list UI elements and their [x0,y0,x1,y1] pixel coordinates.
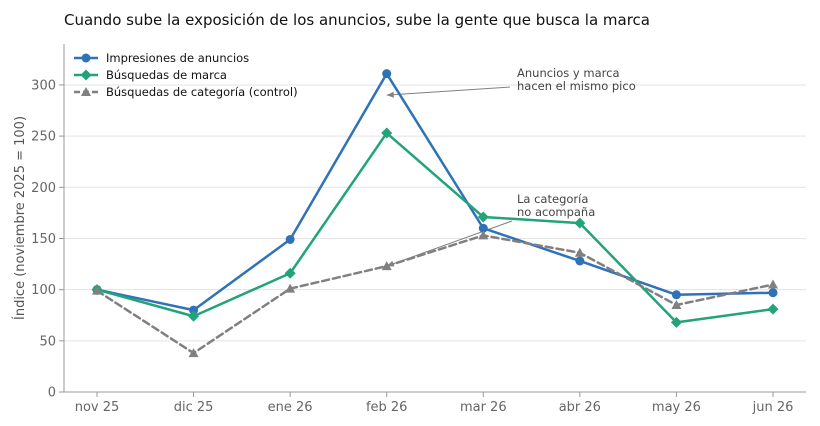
x-tick-label-nov-25: nov 25 [75,400,120,415]
point-busquedas-de-marca-abr-26 [574,217,586,229]
point-busquedas-de-categoria-control-jun-26 [768,279,778,289]
point-busquedas-de-marca-mar-26 [477,211,489,223]
point-busquedas-de-marca-may-26 [670,316,682,328]
y-tick-label-150: 150 [31,232,56,247]
legend-marker-busquedas-de-marca [80,69,92,81]
annotation-1-line-1: Anuncios y marca [517,66,620,80]
annotation-arrow-1 [386,86,511,96]
point-busquedas-de-categoria-control-abr-26 [574,247,585,257]
point-impresiones-de-anuncios-ene-26 [285,234,295,244]
annotation-arrowhead-1 [386,91,394,98]
legend-label-impresiones-de-anuncios: Impresiones de anuncios [106,51,249,65]
point-busquedas-de-marca-ene-26 [284,267,296,279]
point-busquedas-de-marca-feb-26 [381,127,393,139]
point-busquedas-de-marca-dic-25 [188,310,200,322]
axes [63,44,806,393]
point-impresiones-de-anuncios-mar-26 [478,223,488,233]
legend: Impresiones de anuncios Búsquedas de marc… [74,51,298,99]
legend-marker-busquedas-de-categoria-control [81,87,91,96]
series-impresiones-de-anuncios [92,69,778,315]
x-tick-label-jun-26: jun 26 [752,400,794,415]
point-impresiones-de-anuncios-may-26 [671,290,681,300]
x-tick-label-dic-25: dic 25 [174,400,214,415]
x-tick-label-abr-26: abr 26 [559,400,601,415]
x-tick-label-feb-26: feb 26 [366,400,408,415]
grid [64,84,806,393]
y-axis-ticks: 0 50 100 150 200 250 300 [31,78,64,401]
point-impresiones-de-anuncios-abr-26 [575,256,585,266]
y-tick-label-0: 0 [48,386,56,401]
x-tick-label-may-26: may 26 [652,400,701,415]
point-impresiones-de-anuncios-jun-26 [768,288,778,298]
y-axis-label: Índice (noviembre 2025 = 100) [12,116,28,320]
y-tick-label-100: 100 [31,283,56,298]
annotation-2-line-2: no acompaña [517,205,595,219]
y-tick-label-50: 50 [39,334,56,349]
series-group [91,69,779,358]
point-busquedas-de-marca-jun-26 [767,303,779,315]
x-axis-ticks: nov 25 dic 25 ene 26 feb 26 mar 26 abr 26 may … [75,392,794,415]
series-line-busquedas-de-categoria-control [95,234,775,355]
chart-title: Cuando sube la exposición de los anuncio… [64,11,650,29]
point-impresiones-de-anuncios-dic-25 [189,305,199,315]
point-busquedas-de-categoria-control-feb-26 [381,261,392,271]
point-busquedas-de-categoria-control-ene-26 [285,283,296,293]
y-tick-label-300: 300 [31,78,56,93]
y-tick-label-250: 250 [31,130,56,145]
point-busquedas-de-categoria-control-mar-26 [478,230,489,240]
legend-marker-impresiones-de-anuncios [81,53,91,63]
x-tick-label-ene-26: ene 26 [268,400,313,415]
annotation-1-line-2: hacen el mismo pico [517,79,636,93]
legend-label-busquedas-de-marca: Búsquedas de marca [106,68,227,82]
x-tick-label-mar-26: mar 26 [460,400,507,415]
point-busquedas-de-categoria-control-dic-25 [188,348,199,358]
annotation-arrow-2 [386,220,513,267]
series-line-busquedas-de-marca [95,131,775,324]
series-line-impresiones-de-anuncios [95,72,775,312]
series-busquedas-de-categoria-control [92,230,778,358]
legend-label-busquedas-de-categoria-control: Búsquedas de categoría (control) [106,85,298,99]
y-tick-label-200: 200 [31,181,56,196]
point-impresiones-de-anuncios-feb-26 [382,69,392,79]
point-busquedas-de-categoria-control-may-26 [671,300,682,309]
point-busquedas-de-categoria-control-nov-25 [92,285,102,295]
annotation-2-line-1: La categoría [517,192,588,206]
